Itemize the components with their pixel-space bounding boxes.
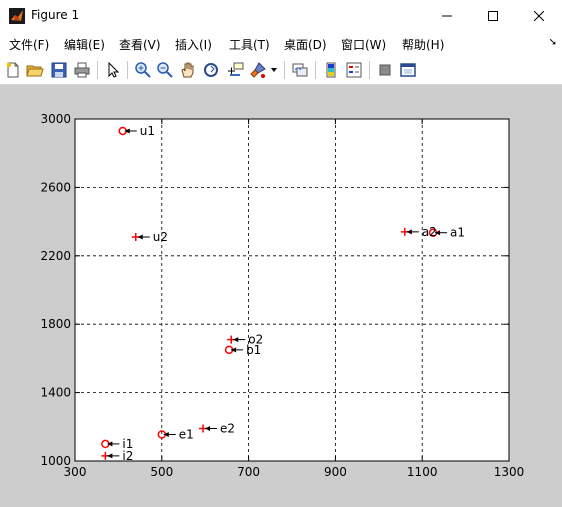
- figure-toolbar: [0, 56, 562, 85]
- menu-insert[interactable]: 插入(I): [175, 38, 212, 52]
- maximize-button[interactable]: [470, 0, 516, 31]
- point-label: u1: [140, 124, 155, 138]
- menu-file[interactable]: 文件(F): [9, 38, 50, 52]
- y-tick-label: 1800: [40, 317, 71, 331]
- x-tick-label: 500: [150, 465, 173, 479]
- annotation-arrowhead: [107, 453, 113, 459]
- annotation-arrowhead: [163, 431, 169, 437]
- show-plot-tools-icon[interactable]: [399, 61, 417, 79]
- point-label: a1: [450, 226, 465, 240]
- annotation-arrowhead: [231, 347, 237, 353]
- print-icon[interactable]: [73, 61, 91, 79]
- point-label: u2: [153, 230, 168, 244]
- menu-tools[interactable]: 工具(T): [229, 38, 270, 52]
- grid-lines: [75, 119, 509, 461]
- y-tick-label: 2200: [40, 249, 71, 263]
- toolbar-separator: [127, 61, 128, 79]
- maximize-icon: [488, 10, 498, 21]
- point-label: i2: [122, 449, 133, 463]
- point-label: a2: [422, 225, 437, 239]
- x-tick-label: 1100: [407, 465, 438, 479]
- minimize-button[interactable]: [424, 0, 470, 31]
- close-icon: [534, 10, 544, 21]
- annotation-arrowhead: [435, 230, 441, 236]
- data-points: u1 a1 b1 e1 i1 u2 a2 o2 e2 i2: [101, 124, 465, 463]
- y-tick-label: 3000: [40, 112, 71, 126]
- window-title: Figure 1: [31, 8, 80, 22]
- zoom-out-icon[interactable]: [156, 61, 174, 79]
- zoom-in-icon[interactable]: [134, 61, 152, 79]
- new-figure-icon[interactable]: [4, 61, 22, 79]
- axes-background: [75, 119, 509, 461]
- annotation-arrowhead: [233, 337, 239, 343]
- menu-window[interactable]: 窗口(W): [341, 38, 387, 52]
- annotation-arrowhead: [137, 234, 143, 240]
- x-tick-label: 900: [324, 465, 347, 479]
- annotation-arrowhead: [107, 441, 113, 447]
- brush-dropdown-icon[interactable]: [270, 67, 278, 73]
- data-cursor-icon[interactable]: [226, 61, 244, 79]
- colorbar-icon[interactable]: [322, 61, 340, 79]
- toolbar-separator: [284, 61, 285, 79]
- scatter-plot[interactable]: 300 500 700 900 1100 1300 1000 1400 1800 2200 2600…: [0, 85, 562, 507]
- matlab-logo-icon: [9, 8, 25, 24]
- save-icon[interactable]: [50, 61, 68, 79]
- toolbar-separator: [315, 61, 316, 79]
- legend-icon[interactable]: [345, 61, 363, 79]
- x-tick-label: 300: [64, 465, 87, 479]
- axes-box: [74, 118, 510, 462]
- annotation-arrowhead: [406, 229, 412, 235]
- figure-canvas: 300 500 700 900 1100 1300 1000 1400 1800 2200 2600…: [0, 85, 562, 507]
- hide-plot-tools-icon[interactable]: [376, 61, 394, 79]
- point-label: i1: [122, 437, 133, 451]
- pan-icon[interactable]: [179, 61, 197, 79]
- point-label: e2: [220, 422, 235, 436]
- toolbar-separator: [97, 61, 98, 79]
- axis-ticks: 300 500 700 900 1100 1300 1000 1400 1800 2200 2600…: [40, 112, 524, 479]
- rotate-3d-icon[interactable]: [202, 61, 220, 79]
- menu-dock-arrow-icon[interactable]: ➘: [548, 37, 557, 48]
- y-tick-label: 1000: [40, 454, 71, 468]
- close-button[interactable]: [516, 0, 562, 31]
- menu-bar: 文件(F) 编辑(E) 查看(V) 插入(I) 工具(T) 桌面(D) 窗口(W…: [0, 33, 562, 55]
- menu-help[interactable]: 帮助(H): [402, 38, 445, 52]
- point-label: b1: [246, 343, 261, 357]
- point-label: o2: [248, 333, 263, 347]
- x-tick-label: 1300: [494, 465, 525, 479]
- pointer-icon[interactable]: [104, 61, 122, 79]
- minimize-icon: [442, 15, 452, 16]
- point-label: e1: [179, 427, 194, 441]
- y-tick-label: 2600: [40, 180, 71, 194]
- open-file-icon[interactable]: [26, 61, 44, 79]
- menu-view[interactable]: 查看(V): [119, 38, 161, 52]
- annotation-arrowhead: [124, 128, 130, 134]
- menu-edit[interactable]: 编辑(E): [64, 38, 105, 52]
- y-tick-label: 1400: [40, 386, 71, 400]
- toolbar-separator: [369, 61, 370, 79]
- link-plot-icon[interactable]: [291, 61, 309, 79]
- title-bar: Figure 1: [0, 0, 562, 31]
- brush-icon[interactable]: [249, 61, 267, 79]
- annotation-arrowhead: [205, 426, 211, 432]
- x-tick-label: 700: [237, 465, 260, 479]
- menu-desktop[interactable]: 桌面(D): [284, 38, 327, 52]
